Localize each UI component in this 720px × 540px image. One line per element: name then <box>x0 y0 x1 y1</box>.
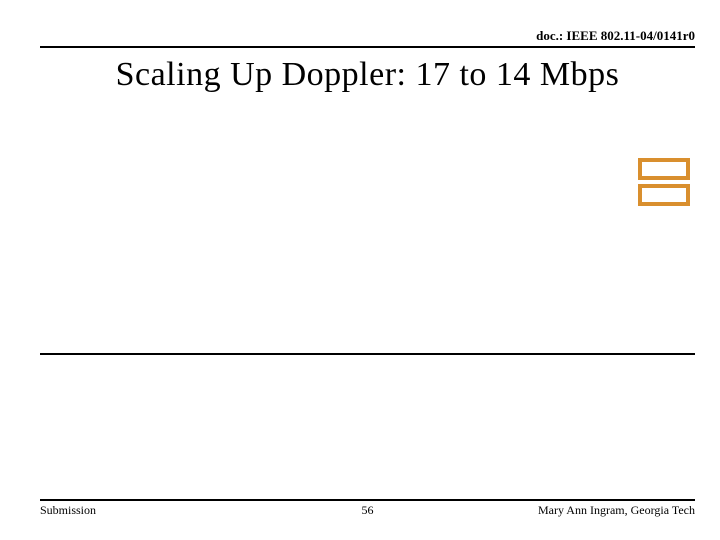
footer-left: Submission <box>40 503 258 518</box>
header-area: doc.: IEEE 802.11-04/0141r0 Scaling Up D… <box>40 28 695 94</box>
footer-page-number: 56 <box>258 503 476 518</box>
bottom-rule <box>40 499 695 501</box>
mid-rule <box>40 353 695 355</box>
top-rule <box>40 46 695 48</box>
footer-row: Submission 56 Mary Ann Ingram, Georgia T… <box>40 503 695 518</box>
footer-area: Submission 56 Mary Ann Ingram, Georgia T… <box>40 499 695 518</box>
doc-id: doc.: IEEE 802.11-04/0141r0 <box>40 28 695 44</box>
legend-box-2 <box>638 184 690 206</box>
legend <box>638 158 690 206</box>
page-title: Scaling Up Doppler: 17 to 14 Mbps <box>40 56 695 94</box>
footer-right: Mary Ann Ingram, Georgia Tech <box>477 503 695 518</box>
legend-box-1 <box>638 158 690 180</box>
